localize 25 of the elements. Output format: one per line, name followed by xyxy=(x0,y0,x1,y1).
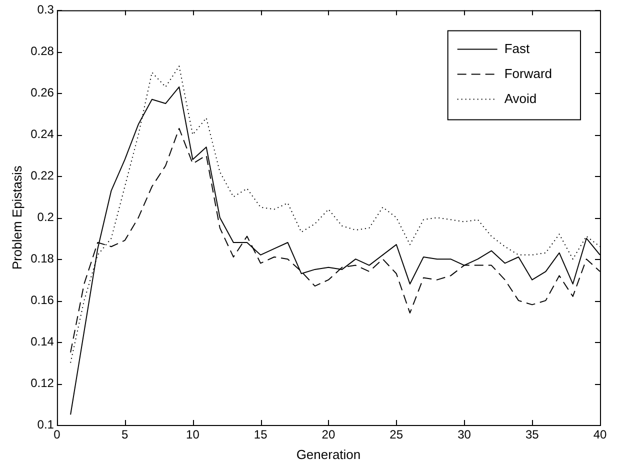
x-tick-label: 40 xyxy=(593,428,607,442)
legend-label: Forward xyxy=(504,66,552,81)
y-tick-label: 0.14 xyxy=(30,334,54,348)
y-tick-label: 0.12 xyxy=(30,376,54,390)
y-tick-label: 0.18 xyxy=(30,251,54,266)
x-tick-label: 35 xyxy=(525,428,540,442)
y-tick-label: 0.24 xyxy=(30,126,54,141)
x-tick-label: 25 xyxy=(390,428,404,442)
y-tick-label: 0.26 xyxy=(30,85,54,100)
y-tick-label: 0.1 xyxy=(37,417,54,432)
legend-label: Avoid xyxy=(504,90,537,106)
x-tick-label: 0 xyxy=(54,428,61,442)
x-tick-label: 15 xyxy=(254,428,268,442)
y-tick-label: 0.28 xyxy=(30,44,54,58)
legend-label: Fast xyxy=(504,40,530,56)
y-tick-label: 0.22 xyxy=(30,168,54,182)
y-tick-label: 0.2 xyxy=(37,210,54,224)
y-axis-title: Problem Epistasis xyxy=(9,165,24,270)
y-tick-label: 0.16 xyxy=(30,292,54,307)
x-axis-title: Generation xyxy=(296,446,361,462)
x-tick-label: 5 xyxy=(121,428,128,442)
x-tick-label: 10 xyxy=(186,428,200,442)
x-tick-label: 30 xyxy=(458,428,472,442)
x-tick-label: 20 xyxy=(322,428,336,442)
y-tick-label: 0.3 xyxy=(37,2,54,17)
